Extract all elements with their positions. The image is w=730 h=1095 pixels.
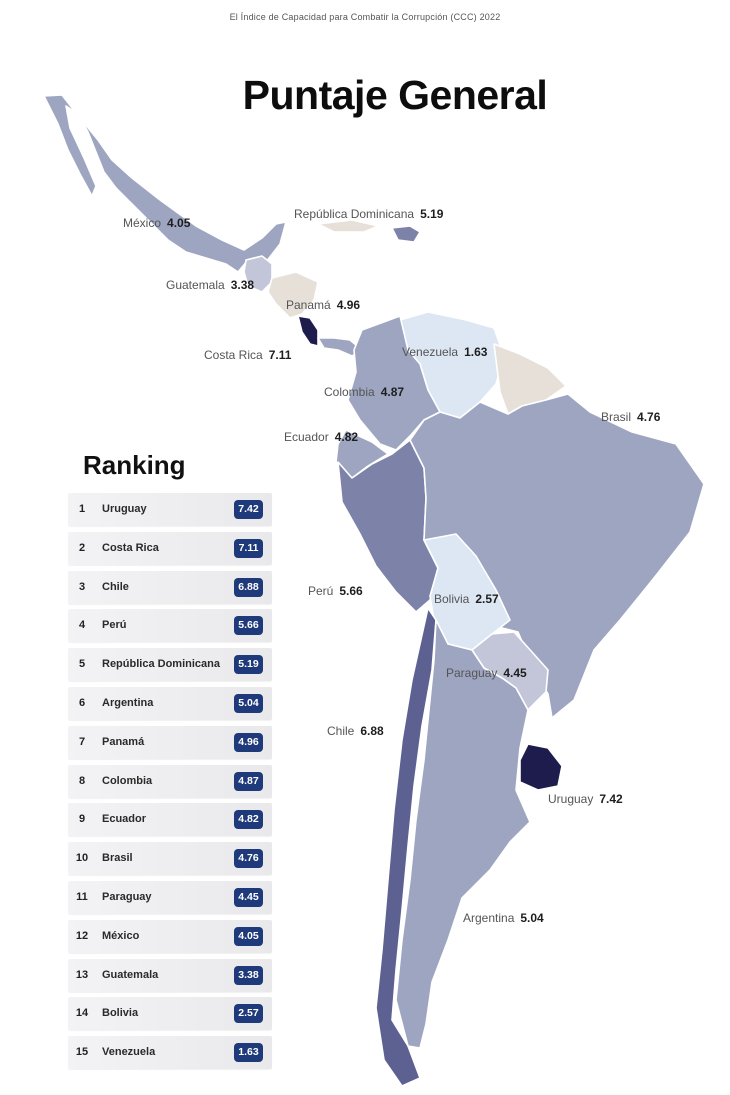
ranking-row: 3 Chile 6.88 — [68, 570, 272, 604]
ranking-row: 7 Panamá 4.96 — [68, 725, 272, 759]
ranking-row: 8 Colombia 4.87 — [68, 764, 272, 798]
ranking-row: 2 Costa Rica 7.11 — [68, 531, 272, 565]
map-label-panama: Panamá 4.96 — [286, 298, 361, 312]
ranking-score-badge: 4.87 — [234, 771, 263, 791]
ranking-row: 5 República Dominicana 5.19 — [68, 648, 272, 682]
country-central-america-no-data — [267, 271, 319, 319]
ranking-country: Panamá — [102, 735, 145, 748]
map-label-argentina: Argentina 5.04 — [463, 911, 544, 925]
ranking-country: Venezuela — [102, 1046, 156, 1059]
ranking-country: Paraguay — [102, 890, 152, 903]
ranking-title: Ranking — [83, 450, 186, 480]
page-title: Puntaje General — [242, 72, 548, 118]
country-chile — [375, 607, 437, 1087]
ranking-row: 14 Bolivia 2.57 — [68, 997, 272, 1031]
ranking-position: 10 — [75, 852, 89, 865]
map-label-peru: Perú 5.66 — [308, 584, 363, 598]
report-subtitle: El Índice de Capacidad para Combatir la … — [229, 12, 501, 22]
ranking-country: Argentina — [102, 696, 154, 709]
ranking-country: Brasil — [102, 852, 133, 865]
ranking-position: 15 — [75, 1046, 89, 1059]
ranking-row: 1 Uruguay 7.42 — [68, 493, 272, 526]
country-uruguay — [519, 743, 563, 791]
country-guatemala — [243, 255, 273, 293]
ranking-country: México — [102, 929, 140, 942]
ranking-position: 12 — [75, 929, 89, 942]
ranking-score-badge: 7.42 — [234, 500, 263, 519]
ranking-score-badge: 1.63 — [234, 1043, 263, 1063]
ranking-country: Bolivia — [102, 1007, 139, 1020]
ranking-position: 6 — [78, 696, 86, 709]
ranking-score-badge: 5.04 — [234, 693, 263, 713]
ranking-score-badge: 4.05 — [234, 926, 263, 946]
ranking-position: 11 — [76, 890, 88, 903]
ranking-row: 15 Venezuela 1.63 — [68, 1036, 272, 1070]
ranking-list: 1 Uruguay 7.42 2 Costa Rica 7.11 3 Chile 6.88 4 Pe… — [68, 493, 272, 1075]
country-argentina — [395, 619, 531, 1049]
ranking-position: 1 — [78, 503, 86, 515]
country-colombia — [347, 315, 441, 451]
map-label-guatemala: Guatemala 3.38 — [166, 278, 255, 292]
ranking-row: 9 Ecuador 4.82 — [68, 803, 272, 837]
ranking-country: Ecuador — [102, 813, 147, 826]
map-label-costa-rica: Costa Rica 7.11 — [204, 348, 292, 362]
country-brazil — [409, 393, 705, 719]
ranking-score-badge: 5.19 — [234, 655, 263, 675]
ranking-position: 13 — [75, 968, 89, 981]
ranking-score-badge: 7.11 — [234, 538, 263, 558]
ranking-position: 7 — [78, 735, 86, 748]
map-label-bolivia: Bolivia 2.57 — [434, 592, 499, 606]
ranking-score-badge: 4.96 — [234, 732, 263, 752]
map-label-mexico: México 4.05 — [123, 216, 191, 230]
country-costa-rica — [297, 315, 319, 347]
ranking-position: 14 — [75, 1007, 89, 1020]
ranking-position: 5 — [78, 658, 86, 671]
ranking-position: 3 — [78, 580, 86, 593]
map-label-colombia: Colombia 4.87 — [324, 385, 405, 399]
ranking-country: Costa Rica — [102, 541, 159, 554]
ranking-row: 4 Perú 5.66 — [68, 609, 272, 643]
map-label-uruguay: Uruguay 7.42 — [548, 792, 623, 806]
map-label-brazil: Brasil 4.76 — [601, 410, 661, 424]
ranking-row: 13 Guatemala 3.38 — [68, 958, 272, 992]
ranking-score-badge: 4.45 — [234, 887, 263, 907]
map-label-ecuador: Ecuador 4.82 — [284, 430, 359, 444]
ranking-country: Guatemala — [102, 968, 159, 981]
ranking-row: 6 Argentina 5.04 — [68, 686, 272, 720]
ranking-score-badge: 2.57 — [234, 1004, 263, 1024]
ranking-position: 9 — [78, 813, 86, 826]
ranking-country: Uruguay — [102, 503, 147, 515]
ranking-country: República Dominicana — [102, 658, 220, 671]
ranking-score-badge: 4.76 — [234, 849, 263, 869]
map-label-paraguay: Paraguay 4.45 — [446, 666, 527, 680]
map-label-chile: Chile 6.88 — [327, 724, 384, 738]
map-label-venezuela: Venezuela 1.63 — [402, 345, 488, 359]
ranking-score-badge: 3.38 — [234, 965, 263, 985]
ranking-row: 10 Brasil 4.76 — [68, 842, 272, 876]
ranking-position: 8 — [78, 774, 86, 787]
ranking-score-badge: 5.66 — [234, 616, 263, 636]
ranking-country: Chile — [102, 580, 129, 593]
ranking-position: 4 — [78, 619, 86, 632]
ranking-row: 12 México 4.05 — [68, 919, 272, 953]
ranking-country: Colombia — [102, 774, 153, 787]
ranking-score-badge: 6.88 — [234, 577, 263, 597]
map-label-dominican-republic: República Dominicana 5.19 — [294, 207, 444, 221]
ranking-position: 2 — [78, 541, 86, 554]
country-dominican-republic — [391, 225, 421, 243]
ranking-row: 11 Paraguay 4.45 — [68, 880, 272, 914]
ranking-score-badge: 4.82 — [234, 810, 263, 830]
country-caribbean-no-data — [317, 219, 379, 233]
ranking-country: Perú — [102, 619, 127, 632]
country-mexico — [43, 94, 287, 273]
